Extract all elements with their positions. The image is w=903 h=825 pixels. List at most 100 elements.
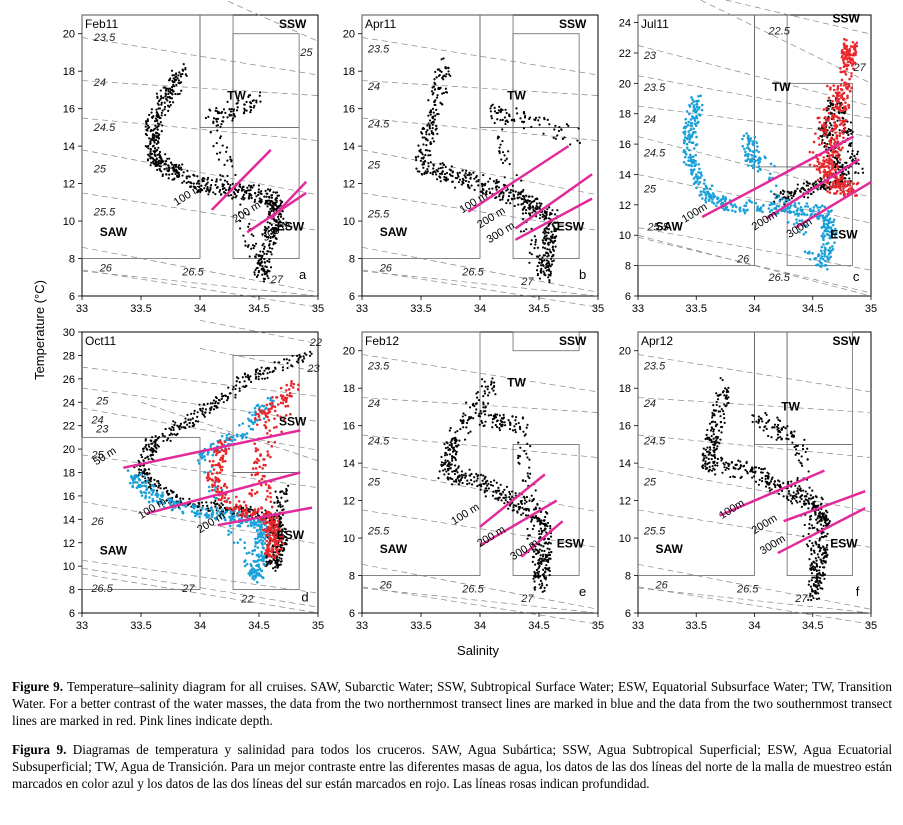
data-point	[826, 225, 830, 228]
data-point	[308, 354, 312, 357]
data-point	[535, 207, 538, 211]
data-point	[196, 509, 199, 513]
data-point	[200, 456, 204, 460]
data-point	[286, 404, 290, 408]
data-point	[258, 527, 262, 530]
data-point	[534, 240, 537, 244]
data-point	[261, 528, 265, 532]
data-point	[206, 451, 210, 454]
data-point	[286, 499, 289, 502]
data-point	[235, 380, 238, 383]
data-point	[547, 260, 550, 263]
data-point	[289, 384, 293, 387]
data-point	[275, 220, 278, 223]
data-point	[551, 223, 554, 226]
data-point	[499, 198, 502, 201]
data-point	[826, 155, 829, 158]
data-point	[756, 205, 759, 209]
data-point	[788, 191, 791, 194]
data-point	[147, 144, 150, 148]
ts-figure: Temperature (°C) Salinity 23.52424.52525…	[32, 0, 877, 658]
data-point	[497, 135, 500, 138]
data-point	[189, 418, 192, 422]
data-point	[465, 482, 469, 486]
data-point	[424, 153, 427, 157]
data-point	[687, 156, 691, 159]
data-point	[157, 133, 160, 136]
data-point	[802, 187, 805, 190]
data-point	[131, 477, 134, 481]
data-point	[267, 418, 271, 422]
data-point	[467, 432, 470, 435]
panel-title: Jul11	[641, 17, 669, 31]
isopycnal-label: 22	[240, 593, 253, 605]
data-point	[823, 252, 827, 256]
data-point	[577, 127, 580, 130]
x-tick-label: 35	[312, 620, 324, 632]
data-point	[836, 166, 839, 169]
data-point	[272, 191, 275, 194]
data-point	[274, 561, 277, 565]
data-point	[479, 473, 483, 476]
data-point	[244, 211, 247, 215]
data-point	[421, 136, 424, 139]
data-point	[207, 176, 210, 179]
data-point	[247, 244, 250, 247]
data-point	[262, 404, 266, 408]
data-point	[444, 75, 447, 78]
data-point	[161, 109, 164, 112]
data-point	[155, 142, 158, 146]
data-point	[702, 187, 706, 191]
data-point	[532, 200, 535, 203]
data-point	[177, 79, 180, 82]
data-point	[246, 376, 250, 379]
data-point	[842, 84, 846, 87]
data-point	[818, 120, 821, 124]
data-point	[146, 159, 150, 162]
data-point	[168, 100, 171, 104]
data-point	[437, 167, 440, 170]
data-point	[165, 87, 168, 91]
data-point	[238, 185, 241, 188]
data-point	[232, 110, 235, 113]
data-point	[819, 165, 822, 169]
data-point	[474, 176, 478, 179]
data-point	[172, 101, 175, 104]
data-point	[824, 188, 827, 191]
data-point	[216, 110, 219, 113]
data-point	[149, 480, 152, 483]
data-point	[479, 483, 482, 486]
data-point	[184, 420, 187, 423]
data-point	[158, 154, 161, 157]
data-point	[844, 185, 848, 188]
data-point	[417, 155, 420, 158]
data-point	[203, 187, 206, 190]
data-point	[285, 492, 288, 496]
data-point	[166, 96, 169, 99]
data-point	[268, 371, 271, 374]
data-point	[254, 377, 258, 380]
depth-line	[467, 145, 570, 213]
data-point	[269, 500, 273, 504]
data-point	[266, 188, 270, 191]
data-point	[855, 41, 859, 45]
data-point	[822, 219, 825, 223]
data-point	[432, 163, 435, 166]
data-point	[297, 383, 300, 387]
data-point	[824, 118, 828, 122]
depth-line	[765, 158, 861, 220]
data-point	[243, 546, 247, 550]
data-point	[425, 144, 428, 147]
data-point	[225, 150, 228, 153]
data-point	[286, 361, 289, 365]
data-point	[861, 167, 864, 170]
data-point	[727, 208, 730, 212]
data-point	[212, 117, 216, 120]
data-point	[520, 197, 523, 200]
data-point	[285, 489, 288, 492]
data-point	[242, 193, 246, 196]
data-point	[187, 418, 190, 421]
data-point	[255, 195, 258, 198]
data-point	[258, 534, 262, 538]
